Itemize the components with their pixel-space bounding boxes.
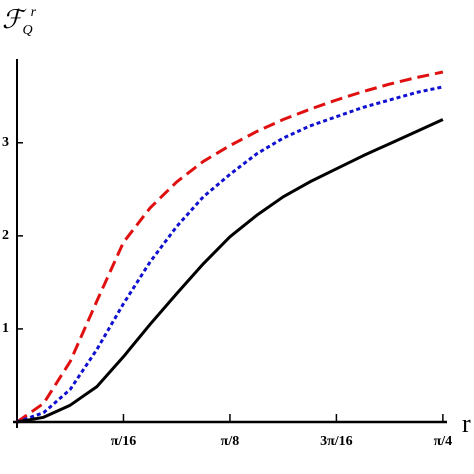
y-tick-label: 1 — [2, 321, 9, 336]
x-axis-label: r — [462, 409, 471, 438]
x-tick-label: π/16 — [111, 434, 137, 449]
line-series — [16, 85, 444, 424]
y-axis-label: ℱQr — [2, 5, 37, 38]
y-tick-label: 2 — [2, 228, 9, 243]
y-tick-label: 3 — [2, 135, 9, 150]
line-series — [16, 118, 444, 424]
x-tick-label: π/4 — [434, 434, 453, 449]
x-tick-label: 3π/16 — [320, 434, 353, 449]
line-series — [16, 70, 444, 424]
x-tick-label: π/8 — [221, 434, 240, 449]
